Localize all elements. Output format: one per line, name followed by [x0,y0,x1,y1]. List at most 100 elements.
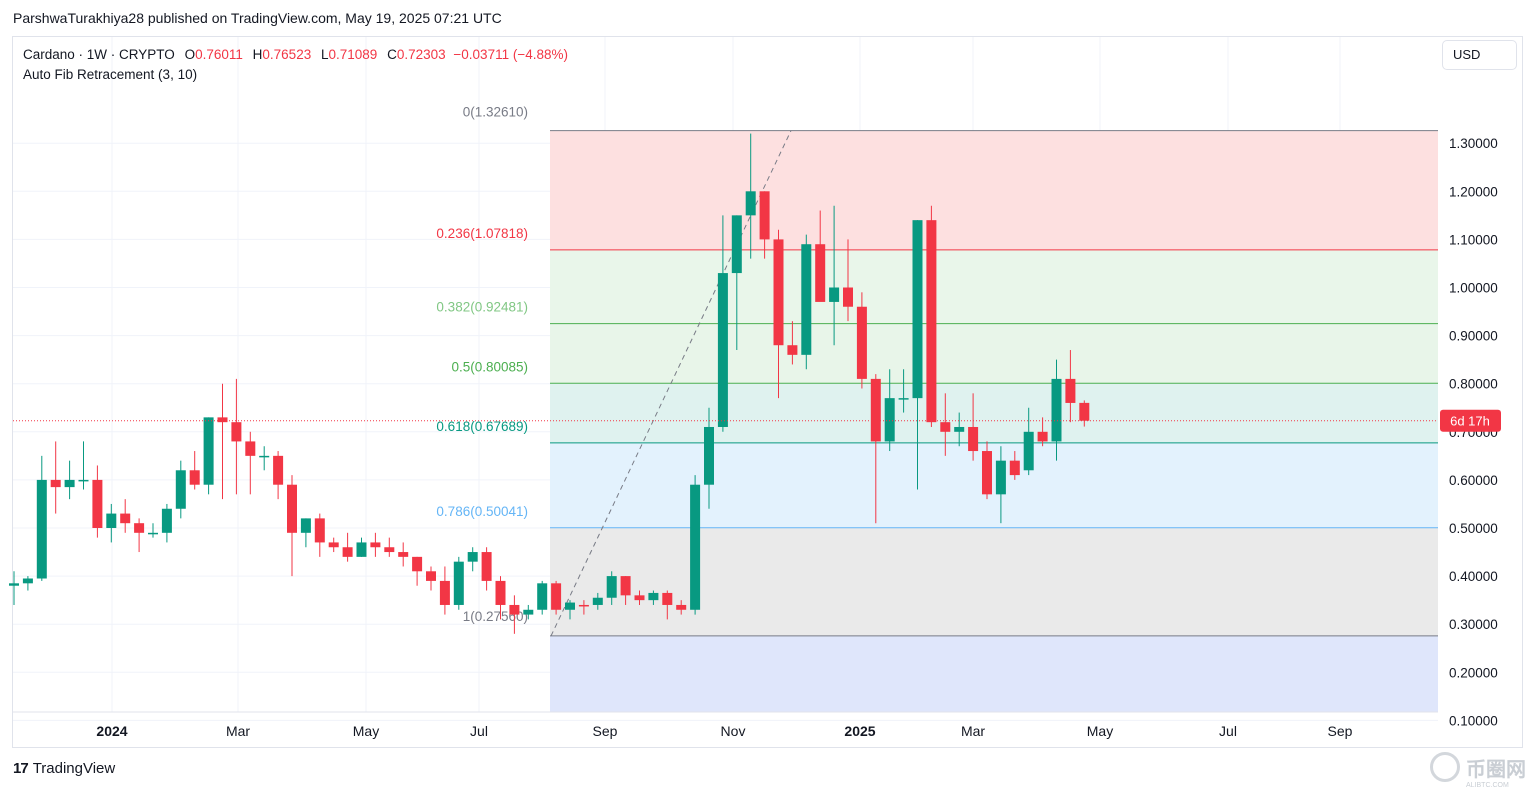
candle-body [606,576,617,598]
fib-level-label: 0.5(0.80085) [451,359,528,374]
tradingview-mark-icon: 17 [13,760,29,777]
x-axis-tick-label: Sep [593,723,618,739]
candle-body [704,426,714,485]
candle-body [551,583,562,610]
fib-level-label: 0.786(0.50041) [436,504,528,519]
candle-body [314,518,325,543]
fib-zone [550,383,1438,443]
candle-body [773,239,784,346]
candle-body [300,518,311,533]
candle-body [328,542,339,548]
countdown-badge [1440,409,1501,432]
y-axis-tick-label: 0.60000 [1449,473,1498,488]
candle-body [50,479,61,488]
candle-body [898,398,909,400]
candle-body [92,479,103,528]
fib-level-label: 0.236(1.07818) [436,226,528,241]
x-axis-tick-label: Nov [721,723,746,739]
x-axis-tick-label: Jul [470,723,488,739]
candle-body [884,398,895,442]
candle-body [509,604,520,615]
legend-high-value: 0.76523 [262,47,312,62]
candle-body [120,513,131,524]
candle-body [676,604,687,610]
tradingview-logo[interactable]: 17 TradingView [13,760,115,777]
x-axis-tick-label: Sep [1328,723,1353,739]
published-by-line: ParshwaTurakhiya28 published on TradingV… [13,10,502,26]
y-axis-tick-label: 0.30000 [1449,617,1498,632]
tradingview-brand: TradingView [32,760,116,777]
candle-body [620,576,631,596]
candle-body [203,417,214,485]
candle-body [161,508,172,533]
candle-body [940,422,951,432]
candle-body [342,547,353,557]
legend-low-label: L [320,47,329,62]
candle-body [829,287,840,302]
candle-body [439,580,450,605]
candle-body [523,609,534,615]
fib-zone [550,130,1438,250]
candle-body [9,583,19,586]
chart-legend: Cardano · 1W · CRYPTO O0.76011 H0.76523 … [23,45,568,85]
candle-body [412,556,423,572]
x-axis-tick-label: Mar [961,723,985,739]
legend-high-label: H [252,47,263,62]
x-axis-tick-label: May [353,723,379,739]
candle-body [1009,460,1020,476]
fib-zone [550,442,1438,528]
y-axis-tick-label: 0.40000 [1449,569,1498,584]
candle-body [995,460,1006,495]
candle-body [453,561,464,605]
legend-open-value: 0.76011 [195,47,243,62]
legend-close-value: 0.72303 [396,47,446,62]
x-axis-tick-label: May [1087,723,1113,739]
fib-level-label: 0.618(0.67689) [436,419,528,434]
candle-body [648,592,659,601]
fib-level-label: 0.382(0.92481) [436,300,528,315]
x-axis-tick-label: Mar [226,723,250,739]
candle-body [815,244,826,302]
candle-body [787,345,798,355]
candle-body [926,220,937,423]
fib-zone [550,323,1438,384]
candle-body [273,455,284,485]
watermark-subtext: ALIBTC.COM [1466,782,1509,789]
candle-body [245,441,256,456]
candle-body [231,422,242,442]
candle-body [578,604,589,607]
candle-body [759,191,770,240]
fib-trend-line [550,130,792,637]
candle-body [370,542,381,548]
candle-body [954,426,965,432]
fib-level-label: 0(1.32610) [463,105,528,120]
candle-body [968,426,979,452]
y-axis-tick-label: 0.10000 [1449,713,1498,728]
fib-zone [550,527,1438,636]
legend-close-label: C [387,47,397,62]
candle-body [22,578,33,584]
legend-change-value: −0.03711 (−4.88%) [453,47,568,62]
x-axis-tick-label: 2024 [96,723,127,739]
candle-body [1079,402,1090,421]
candle-body [398,552,409,557]
y-axis-tick-label: 1.30000 [1449,136,1498,151]
currency-button[interactable]: USD [1442,40,1517,70]
candle-body [36,479,47,579]
candle-body [495,580,506,605]
fib-zone [550,249,1438,324]
y-axis-tick-label: 1.20000 [1449,184,1498,199]
candle-body [982,451,992,495]
candle-body [78,479,89,482]
y-axis-tick-label: 0.90000 [1449,329,1498,344]
fib-zone-extension [550,635,1438,712]
y-axis-tick-label: 0.20000 [1449,665,1498,680]
indicator-label[interactable]: Auto Fib Retracement (3, 10) [23,67,198,82]
candle-body [356,542,367,557]
chart-frame[interactable] [12,36,1523,748]
candle-body [148,532,158,535]
y-axis-tick-label: 1.00000 [1449,281,1498,296]
y-axis-tick-label: 1.10000 [1449,232,1498,247]
candle-body [217,417,228,423]
